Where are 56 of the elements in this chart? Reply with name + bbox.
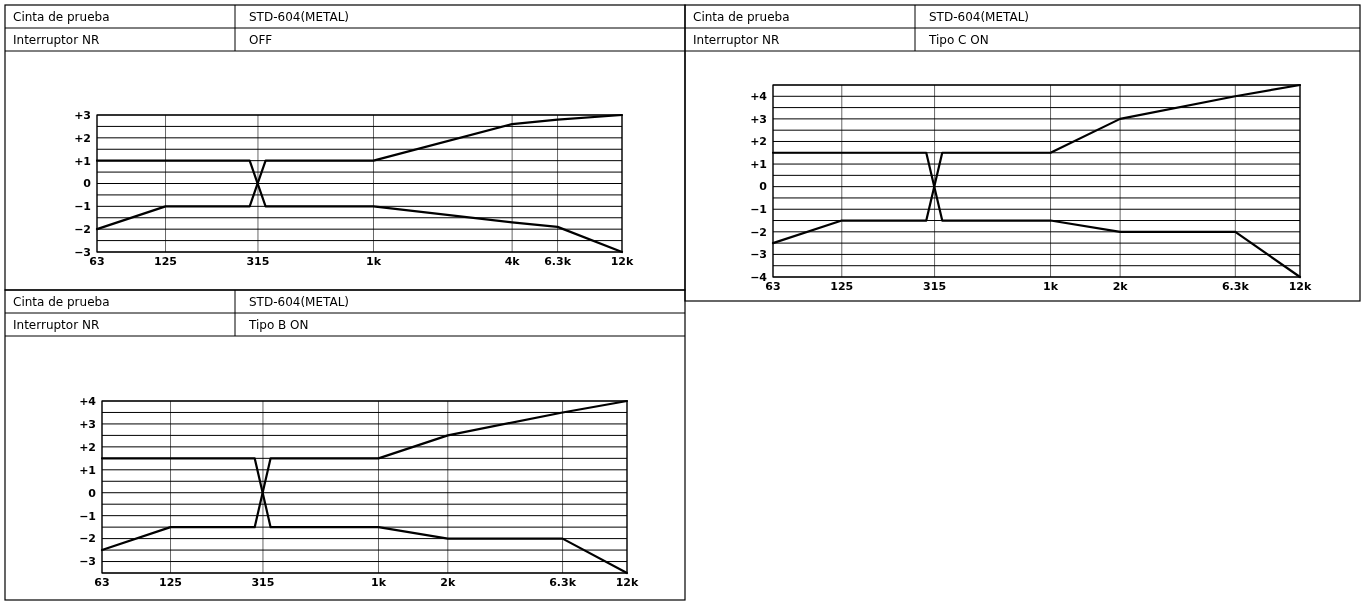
text: Interruptor NR — [693, 33, 780, 47]
y-tick-label: +3 — [79, 417, 96, 431]
x-tick-label: 125 — [154, 255, 178, 268]
x-tick-label: 125 — [830, 280, 854, 293]
text: Cinta de prueba — [693, 10, 790, 24]
x-tick-label: 12k — [610, 255, 634, 268]
x-tick-label: 1k — [1043, 280, 1059, 293]
y-tick-label: +4 — [79, 394, 97, 408]
x-tick-label: 63 — [765, 280, 781, 293]
y-tick-label: +2 — [79, 440, 96, 454]
text: STD-604(METAL) — [249, 10, 350, 24]
y-tick-label: −2 — [750, 225, 767, 239]
y-tick-label: −3 — [750, 248, 767, 262]
y-tick-label: +2 — [750, 135, 767, 149]
y-tick-label: +1 — [750, 157, 767, 171]
x-tick-label: 315 — [251, 576, 275, 589]
text: Cinta de prueba — [13, 10, 110, 24]
y-tick-label: −3 — [79, 555, 96, 569]
y-tick-label: −1 — [750, 203, 767, 217]
x-tick-label: 2k — [1112, 280, 1129, 293]
y-tick-label: −1 — [79, 509, 96, 523]
y-tick-label: +1 — [79, 463, 96, 477]
y-tick-label: +2 — [74, 131, 91, 145]
text: Tipo C ON — [928, 33, 989, 47]
y-tick-label: +1 — [74, 154, 91, 168]
x-tick-label: 6.3k — [544, 255, 572, 268]
text: Interruptor NR — [13, 33, 100, 47]
x-tick-label: 1k — [370, 576, 387, 589]
text: Interruptor NR — [13, 318, 100, 332]
y-tick-label: 0 — [83, 177, 92, 191]
y-tick-label: 0 — [88, 486, 97, 500]
y-tick-label: −2 — [74, 223, 91, 237]
x-tick-label: 63 — [89, 255, 105, 268]
x-tick-label: 12k — [1288, 280, 1312, 293]
text: Cinta de prueba — [13, 295, 110, 309]
y-tick-label: +4 — [750, 90, 768, 104]
x-tick-label: 4k — [504, 255, 521, 268]
text: STD-604(METAL) — [929, 10, 1030, 24]
y-tick-label: 0 — [759, 180, 768, 194]
x-tick-label: 63 — [94, 576, 110, 589]
text: OFF — [249, 33, 273, 47]
x-tick-label: 6.3k — [1221, 280, 1250, 293]
x-tick-label: 125 — [159, 576, 183, 589]
y-tick-label: −3 — [74, 245, 91, 259]
x-tick-label: 315 — [246, 255, 270, 268]
y-tick-label: +3 — [74, 108, 91, 122]
x-tick-label: 6.3k — [549, 576, 577, 589]
x-tick-label: 1k — [365, 255, 382, 268]
x-tick-label: 12k — [615, 576, 639, 589]
text: Tipo B ON — [248, 318, 309, 332]
x-tick-label: 2k — [440, 576, 456, 589]
y-tick-label: −2 — [79, 532, 96, 546]
x-tick-label: 315 — [923, 280, 947, 293]
y-tick-label: +3 — [750, 112, 767, 126]
text: STD-604(METAL) — [249, 295, 350, 309]
y-tick-label: −1 — [74, 200, 91, 214]
